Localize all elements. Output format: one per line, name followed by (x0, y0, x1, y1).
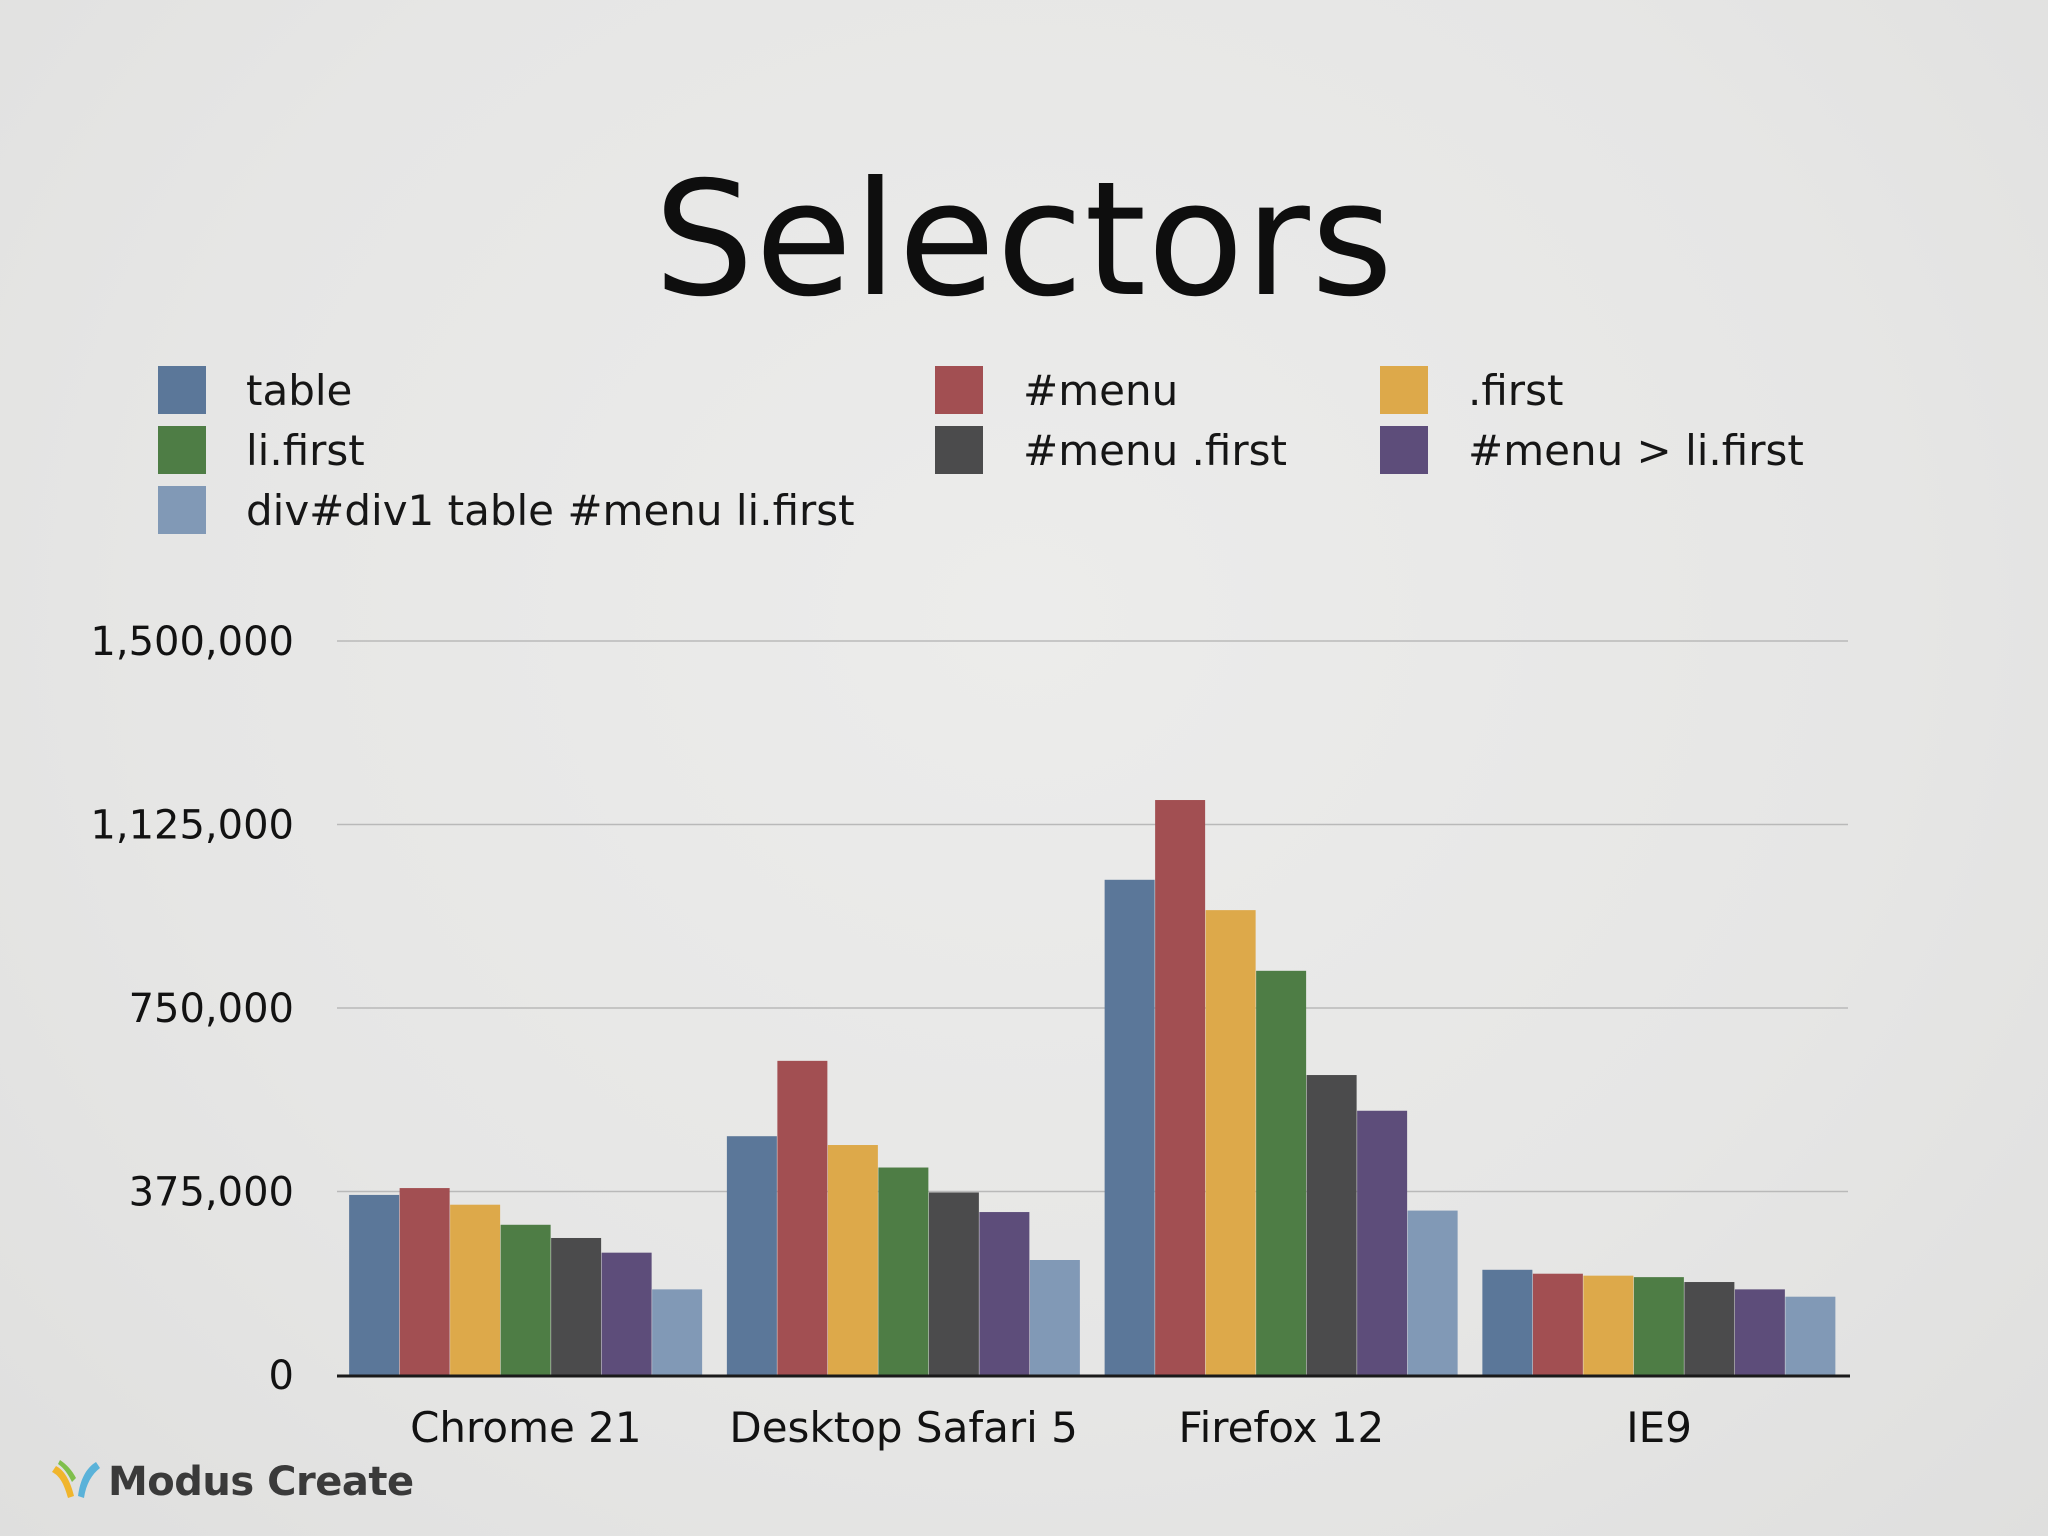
x-tick-label: IE9 (1626, 1403, 1692, 1452)
bar (929, 1192, 979, 1375)
x-tick-label: Chrome 21 (410, 1403, 642, 1452)
bar (1583, 1276, 1633, 1375)
bar (400, 1188, 450, 1375)
bar (878, 1168, 928, 1375)
bar (450, 1205, 500, 1375)
bar (551, 1238, 601, 1375)
y-tick-label: 1,125,000 (90, 803, 294, 849)
bar (1684, 1282, 1734, 1375)
bar (1030, 1260, 1080, 1375)
y-tick-label: 1,500,000 (90, 619, 294, 665)
brand-name: Modus Create (108, 1459, 414, 1505)
y-tick-label: 375,000 (129, 1170, 294, 1216)
bar (652, 1289, 702, 1375)
bar (1357, 1111, 1407, 1375)
bar (1735, 1289, 1785, 1375)
y-tick-label: 0 (269, 1353, 294, 1399)
x-tick-label: Firefox 12 (1178, 1403, 1384, 1452)
bar (828, 1145, 878, 1375)
gridlines (337, 641, 1848, 1192)
bar (1634, 1277, 1684, 1375)
bar (1105, 880, 1155, 1375)
bar (777, 1061, 827, 1375)
bar (1256, 971, 1306, 1375)
bar (1533, 1274, 1583, 1375)
bar (602, 1253, 652, 1375)
x-tick-label: Desktop Safari 5 (729, 1403, 1078, 1452)
bar (501, 1225, 551, 1375)
bar (1408, 1211, 1458, 1375)
bar (1482, 1270, 1532, 1375)
bar (349, 1195, 399, 1375)
bar (1206, 910, 1256, 1375)
bar (1155, 800, 1205, 1375)
y-tick-label: 750,000 (129, 986, 294, 1032)
modus-create-logo-icon (50, 1456, 102, 1508)
bar (979, 1212, 1029, 1375)
bar (1785, 1297, 1835, 1375)
brand-logo: Modus Create (50, 1452, 414, 1512)
bar (727, 1136, 777, 1375)
bar (1307, 1075, 1357, 1375)
bars (349, 800, 1835, 1375)
